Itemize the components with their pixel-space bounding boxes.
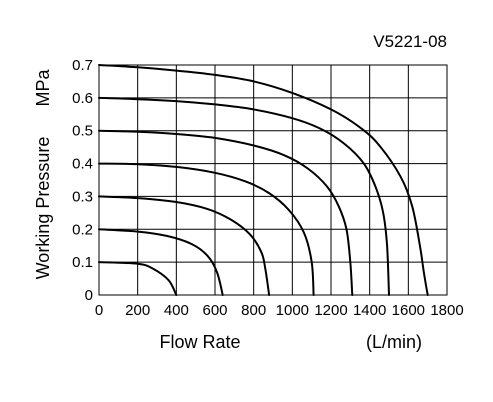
- x-tick-label: 400: [164, 302, 189, 319]
- pressure-curve-3: [98, 195, 271, 296]
- y-axis-unit: MPa: [33, 69, 53, 107]
- y-tick-label: 0.3: [72, 188, 93, 205]
- y-tick-label: 0: [85, 287, 93, 304]
- x-tick-label: 1200: [314, 302, 347, 319]
- plot-frame: [98, 64, 448, 296]
- pressure-curve-1: [98, 261, 178, 296]
- x-tick-labels: 0 200 400 600 800 1000 1200 1400 1600 1800: [95, 302, 464, 319]
- chart-title: V5221-08: [373, 32, 447, 51]
- y-axis-label: Working Pressure: [33, 137, 53, 280]
- pressure-curve-2: [98, 228, 224, 296]
- y-tick-label: 0.5: [72, 123, 93, 140]
- x-tick-label: 200: [125, 302, 150, 319]
- y-tick-label: 0.6: [72, 90, 93, 107]
- pressure-curve-6: [98, 96, 390, 296]
- y-tick-label: 0.2: [72, 221, 93, 238]
- x-axis-unit: (L/min): [366, 332, 422, 352]
- y-tick-labels: 0 0.1 0.2 0.3 0.4 0.5 0.6 0.7: [72, 57, 93, 304]
- x-tick-label: 1600: [392, 302, 425, 319]
- x-tick-label: 1000: [276, 302, 309, 319]
- grid: [98, 64, 448, 296]
- pressure-curves: [98, 64, 429, 296]
- pressure-curve-5: [98, 129, 354, 296]
- x-axis-label: Flow Rate: [159, 332, 240, 352]
- y-tick-label: 0.1: [72, 254, 93, 271]
- x-tick-label: 1400: [353, 302, 386, 319]
- y-tick-label: 0.4: [72, 156, 93, 173]
- x-tick-label: 800: [241, 302, 266, 319]
- x-tick-label: 0: [95, 302, 103, 319]
- x-tick-label: 600: [202, 302, 227, 319]
- pressure-curve-4: [98, 162, 315, 296]
- pressure-curve-7: [98, 64, 429, 296]
- x-tick-label: 1800: [430, 302, 463, 319]
- y-tick-label: 0.7: [72, 57, 93, 74]
